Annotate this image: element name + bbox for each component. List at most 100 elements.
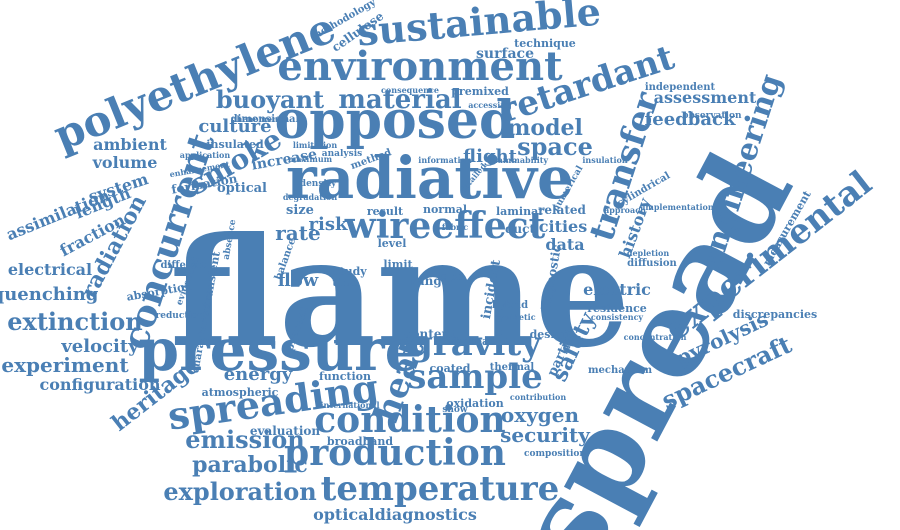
- cloud-word-wireeffect: wireeffect: [344, 205, 546, 247]
- cloud-word-density: density: [300, 179, 337, 189]
- cloud-word-data: data: [545, 235, 584, 254]
- cloud-word-hybrid: hybrid: [492, 300, 528, 311]
- cloud-word-evaluation: evaluation: [250, 424, 321, 438]
- cloud-word-application: application: [180, 150, 231, 160]
- cloud-word-contribution: contribution: [510, 392, 566, 402]
- cloud-word-concentration: concentration: [624, 332, 687, 342]
- cloud-word-whereas: whereas: [444, 335, 496, 348]
- cloud-word-normal: normal: [423, 203, 467, 216]
- cloud-word-exploration: exploration: [163, 477, 316, 506]
- cloud-word-gravity: gravity: [409, 324, 542, 364]
- cloud-word-content: content: [404, 327, 456, 341]
- cloud-word-approach: approach: [604, 205, 646, 215]
- cloud-word-ldpe: ldpe: [437, 270, 464, 283]
- cloud-word-discrepancies: discrepancies: [733, 308, 817, 321]
- cloud-word-related: related: [538, 203, 586, 217]
- cloud-word-quenching: quenching: [0, 284, 99, 305]
- cloud-word-opposed: opposed: [275, 90, 516, 151]
- cloud-word-depletion: depletion: [627, 248, 669, 258]
- cloud-word-reduction: reduction: [156, 311, 205, 321]
- cloud-word-parabolic: parabolic: [192, 452, 308, 478]
- cloud-word-temperature: temperature: [321, 469, 560, 509]
- cloud-word-result: result: [367, 205, 404, 218]
- cloud-word-design: design: [530, 328, 571, 341]
- cloud-word-pressure: pressure: [139, 316, 422, 384]
- cloud-word-velocity: velocity: [60, 336, 139, 357]
- cloud-word-flammability: flammability: [492, 155, 549, 165]
- cloud-word-international: international: [321, 400, 380, 410]
- cloud-word-opticaldiagnostics: opticaldiagnostics: [313, 505, 477, 524]
- cloud-word-time: time: [332, 278, 357, 289]
- cloud-word-energy: energy: [224, 364, 293, 385]
- cloud-word-production: production: [284, 432, 506, 474]
- cloud-word-mechanism: mechanism: [588, 365, 652, 376]
- cloud-word-emission: emission: [185, 425, 304, 454]
- cloud-word-consistency: consistency: [591, 312, 644, 322]
- cloud-word-limit: limit: [383, 258, 413, 271]
- cloud-word-premixed: premixed: [451, 85, 509, 98]
- cloud-word-radiative: radiative: [286, 144, 574, 212]
- cloud-word-different: different: [161, 260, 210, 271]
- cloud-word-size: size: [286, 203, 314, 218]
- cloud-word-extinction: extinction: [7, 307, 143, 336]
- cloud-word-model: model: [507, 115, 583, 141]
- cloud-word-show: show: [442, 405, 468, 415]
- cloud-word-experiment: experiment: [1, 353, 129, 377]
- cloud-word-residence: residence: [587, 302, 647, 315]
- cloud-word-electrical: electrical: [8, 260, 92, 279]
- cloud-word-technique: technique: [514, 37, 576, 50]
- cloud-word-electric: electric: [583, 280, 651, 299]
- cloud-word-cities: cities: [539, 217, 587, 236]
- cloud-word-diffusion: diffusion: [627, 258, 677, 269]
- cloud-word-insulated: insulated: [206, 138, 264, 151]
- cloud-word-fabric: fabric: [442, 222, 468, 232]
- cloud-word-limitation: limitation: [293, 140, 338, 150]
- cloud-word-thermal: thermal: [490, 362, 535, 373]
- cloud-word-degradation: degradation: [283, 192, 338, 202]
- cloud-word-culture: culture: [198, 116, 271, 137]
- cloud-word-synthetic: synthetic: [494, 312, 535, 322]
- cloud-word-dimensional: dimensional: [231, 114, 300, 125]
- cloud-word-condition: condition: [314, 399, 505, 441]
- cloud-word-configuration: configuration: [39, 375, 160, 394]
- cloud-word-observation: observation: [682, 111, 741, 121]
- cloud-word-laminar: laminar: [496, 205, 544, 218]
- cloud-word-composition: composition: [524, 449, 586, 459]
- cloud-word-volume: volume: [92, 153, 158, 172]
- cloud-word-oxidation: oxidation: [446, 397, 504, 410]
- cloud-word-insulation: insulation: [582, 155, 627, 165]
- cloud-word-sample: sample: [407, 357, 542, 397]
- cloud-word-atmospheric: atmospheric: [202, 386, 279, 399]
- cloud-word-phenomenon: phenomenon: [231, 114, 289, 124]
- cloud-word-consequence: consequence: [381, 85, 439, 95]
- cloud-word-optical: optical: [217, 181, 267, 196]
- cloud-word-oxygen: oxygen: [501, 403, 580, 427]
- cloud-word-study: study: [333, 265, 367, 278]
- cloud-word-surface: surface: [476, 46, 534, 62]
- cloud-word-accessing: accessing: [468, 100, 512, 110]
- cloud-word-risk: risk: [309, 214, 348, 235]
- cloud-word-rate: rate: [275, 221, 320, 245]
- cloud-word-range: range: [411, 274, 450, 288]
- cloud-word-function: function: [319, 370, 371, 383]
- cloud-word-material: material: [338, 85, 461, 115]
- cloud-word-security: security: [500, 423, 591, 447]
- cloud-word-implementation: implementation: [642, 202, 714, 212]
- cloud-word-analysis: analysis: [322, 149, 362, 159]
- cloud-word-duct: duct: [505, 222, 535, 236]
- cloud-word-maximum: maximum: [288, 154, 333, 164]
- cloud-word-environment: environment: [277, 43, 563, 90]
- cloud-word-ambient: ambient: [93, 135, 167, 154]
- cloud-word-independent: independent: [645, 82, 716, 93]
- cloud-word-flow: flow: [278, 270, 319, 291]
- cloud-word-assessment: assessment: [654, 88, 757, 107]
- cloud-word-coated: coated: [430, 362, 471, 375]
- cloud-word-flame: flame: [170, 205, 630, 381]
- cloud-word-feedback: feedback: [645, 109, 736, 130]
- cloud-word-flight: flight: [463, 146, 518, 167]
- cloud-word-information: information: [418, 155, 472, 165]
- cloud-word-buoyant: buoyant: [216, 85, 324, 114]
- cloud-word-space: space: [517, 132, 593, 161]
